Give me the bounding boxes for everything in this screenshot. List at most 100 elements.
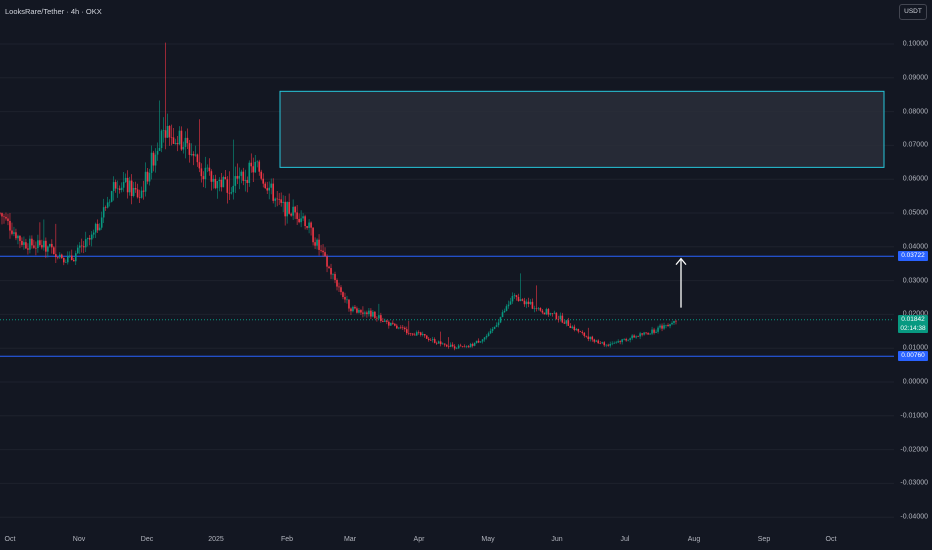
candle-body (216, 181, 219, 189)
candle-body (503, 310, 506, 313)
time-tick-label: Sep (757, 536, 771, 543)
candle-body (487, 333, 490, 337)
candle-body (525, 301, 528, 305)
candle-body (623, 338, 625, 340)
candle-body (384, 320, 386, 322)
candle-body (224, 177, 227, 180)
candle-body (160, 130, 163, 148)
price-chart[interactable] (0, 0, 894, 532)
candle-body (152, 152, 155, 166)
candle-body (146, 171, 149, 182)
candle-body (84, 239, 87, 248)
candle-body (112, 182, 115, 192)
price-tick-label: 0.04000 (902, 243, 928, 251)
candle-body (266, 188, 269, 191)
candle-body (57, 257, 59, 258)
candle-body (607, 344, 610, 346)
candle-body (72, 259, 75, 262)
candle-body (198, 162, 201, 169)
candle-body (292, 206, 294, 216)
candle-body (156, 150, 159, 155)
candle-body (324, 252, 326, 257)
candle-body (278, 199, 280, 200)
candle-body (5, 216, 7, 219)
candle-body (304, 216, 306, 227)
time-tick-label: Oct (825, 536, 837, 543)
candle-body (21, 240, 23, 245)
candle-body (557, 319, 560, 320)
candle-body (491, 328, 494, 331)
candle-body (537, 308, 540, 309)
candle-body (290, 213, 292, 216)
price-axis[interactable]: 0.10000 0.09000 0.08000 0.07000 0.06000 0.050… (894, 0, 932, 550)
candle-body (80, 245, 83, 247)
time-tick-label: Aug (687, 536, 701, 543)
candle-body (254, 161, 257, 173)
price-tick-label: 0.06000 (902, 175, 928, 183)
candle-body (553, 312, 556, 314)
candle-body (76, 247, 79, 254)
candle-body (264, 183, 267, 189)
candle-body (396, 325, 398, 329)
candle-body (244, 180, 247, 181)
candle-body (659, 325, 661, 328)
candle-body (296, 212, 298, 219)
candle-body (575, 328, 578, 331)
candle-body (29, 238, 31, 250)
candle-body (573, 326, 576, 331)
candle-body (338, 286, 340, 288)
candle-body (166, 125, 169, 138)
candle-body (358, 310, 360, 313)
candle-body (376, 317, 378, 319)
candle-body (258, 161, 261, 172)
candle-body (206, 167, 209, 169)
candle-body (631, 335, 633, 339)
candle-body (641, 333, 643, 335)
candle-body (114, 182, 117, 189)
time-tick-label: Nov (72, 536, 86, 543)
candle-body (138, 197, 141, 198)
candle-body (140, 190, 143, 198)
grid (0, 43, 894, 518)
candle-body (378, 315, 380, 319)
candle-body (517, 297, 520, 302)
candle-body (61, 254, 63, 258)
candle-body (481, 339, 484, 342)
candle-body (260, 171, 263, 179)
candle-body (332, 274, 334, 275)
candle-body (51, 243, 53, 248)
candle-body (601, 342, 604, 344)
candle-body (148, 172, 151, 182)
candle-body (130, 180, 133, 197)
arrow-up-icon[interactable] (675, 257, 687, 308)
candle-body (288, 201, 290, 214)
candle-body (663, 325, 665, 329)
candle-body (667, 324, 669, 327)
candle-body (597, 340, 600, 344)
candle-body (449, 344, 452, 347)
candle-body (35, 247, 37, 249)
target-zone-rectangle[interactable] (279, 90, 885, 168)
candle-body (463, 346, 466, 348)
currency-button[interactable]: USDT (899, 4, 927, 20)
candle-body (655, 331, 657, 333)
candle-body (581, 331, 584, 333)
candle-body (545, 309, 548, 315)
candle-body (104, 207, 107, 208)
candle-body (433, 339, 436, 343)
candle-body (126, 177, 129, 193)
candle-body (276, 198, 278, 200)
candle-body (1, 213, 3, 217)
candle-body (589, 336, 592, 340)
candle-body (404, 327, 406, 330)
time-tick-label: Jun (551, 536, 563, 543)
candle-body (619, 341, 621, 343)
candle-body (162, 130, 165, 131)
candle-body (94, 223, 97, 233)
candle-body (70, 255, 73, 260)
candle-body (505, 306, 508, 311)
candle-body (453, 346, 456, 349)
candle-body (400, 327, 402, 329)
candle-body (511, 295, 514, 302)
candle-body (459, 345, 462, 347)
